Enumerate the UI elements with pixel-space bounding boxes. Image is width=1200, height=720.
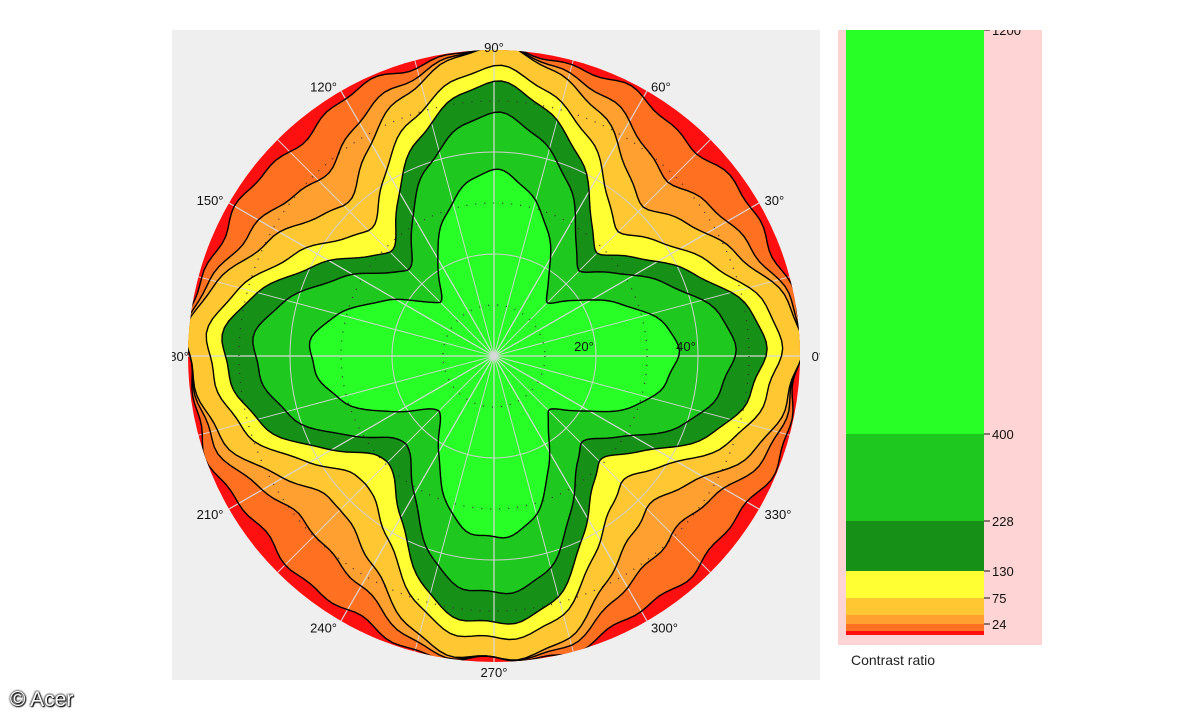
spoke-30: [493, 202, 760, 357]
legend-tick-label-130: 130: [992, 564, 1014, 579]
spoke-300: [493, 355, 648, 622]
legend-band-75: [846, 598, 984, 615]
contour-line-130: [221, 80, 768, 625]
contour-line-75: [188, 50, 800, 661]
legend-band-0: [846, 631, 984, 635]
legend-band-100: [846, 571, 984, 598]
color-legend: 1200 400 228 130 75 24: [846, 30, 1021, 635]
legend-band-130: [846, 521, 984, 571]
legend-band-400: [846, 30, 984, 434]
ring-40: [289, 151, 699, 561]
angle-label-0: 0°: [812, 349, 820, 364]
angle-label-90: 90°: [484, 40, 504, 55]
angle-label-120: 120°: [310, 80, 337, 95]
copyright-credit: © Acer: [10, 688, 74, 711]
spoke-120: [340, 90, 495, 357]
minor-spoke-345: [493, 355, 790, 436]
minor-spoke-135: [277, 139, 495, 357]
plot-panel: 90° 60° 30° 0° 330° 300° 270° 240° 210° 180° 150° 1…: [172, 30, 820, 680]
legend-tick-label-400: 400: [992, 427, 1014, 442]
angle-label-240: 240°: [310, 621, 337, 636]
legend-panel: 1200 400 228 130 75 24: [838, 30, 1042, 645]
spoke-330: [493, 355, 760, 510]
angle-label-60: 60°: [651, 80, 671, 95]
contour-line-400: [308, 168, 681, 539]
contour-line-228: [252, 111, 737, 595]
minor-spoke-165: [198, 276, 495, 357]
legend-band-24: [846, 624, 984, 631]
legend-tick-label-228: 228: [992, 514, 1014, 529]
minor-spoke-255: [414, 355, 495, 652]
ring-30: [340, 202, 648, 510]
ring-10: [442, 304, 546, 408]
minor-spoke-75: [493, 60, 574, 357]
legend-band-228: [846, 434, 984, 521]
radial-label-20: 20°: [574, 339, 594, 354]
spoke-150: [228, 202, 495, 357]
angle-label-330: 330°: [765, 507, 792, 522]
angle-label-150: 150°: [197, 193, 224, 208]
ring-50: [238, 100, 750, 612]
angle-label-210: 210°: [197, 507, 224, 522]
ring-20: [391, 253, 597, 459]
minor-spoke-195: [198, 355, 495, 436]
contour-line-100: [205, 64, 784, 641]
angle-label-180: 180°: [172, 349, 189, 364]
spoke-60: [493, 90, 648, 357]
minor-spoke-315: [493, 355, 711, 573]
legend-band-40: [846, 615, 984, 624]
angle-label-300: 300°: [651, 621, 678, 636]
legend-tick-label-1200: 1200: [992, 30, 1021, 38]
polar-contour-plot: 90° 60° 30° 0° 330° 300° 270° 240° 210° 180° 150° 1…: [172, 40, 820, 680]
radial-label-40: 40°: [676, 339, 696, 354]
legend-title: Contrast ratio: [851, 652, 936, 668]
angle-label-30: 30°: [765, 193, 785, 208]
spoke-240: [340, 355, 495, 622]
angle-label-270: 270°: [481, 665, 508, 680]
legend-tick-label-24: 24: [992, 617, 1006, 632]
spoke-210: [228, 355, 495, 510]
legend-tick-label-75: 75: [992, 591, 1006, 606]
